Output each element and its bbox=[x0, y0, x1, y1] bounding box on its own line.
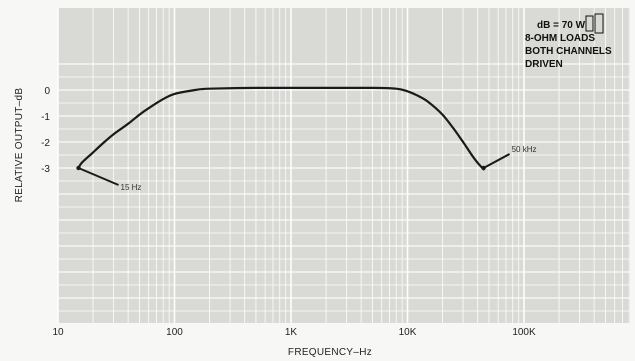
legend: dB = 70 W 8-OHM LOADS BOTH CHANNELS DRIVEN bbox=[525, 13, 612, 70]
annotation-leader bbox=[78, 167, 119, 186]
response-curve bbox=[77, 86, 485, 171]
y-tick-label: -1 bbox=[41, 112, 50, 123]
y-tick-label: -2 bbox=[41, 138, 50, 149]
response-curve-group bbox=[77, 86, 485, 171]
legend-line: 8-OHM LOADS bbox=[525, 33, 595, 44]
annotation-label: 50 kHz bbox=[512, 145, 537, 154]
grid bbox=[57, 8, 630, 323]
x-tick-label: 10K bbox=[399, 327, 417, 338]
legend-swatch bbox=[594, 13, 604, 34]
legend-swatch bbox=[585, 15, 594, 32]
annotations: 15 Hz 50 kHz bbox=[76, 145, 537, 192]
legend-line: BOTH CHANNELS bbox=[525, 46, 612, 57]
legend-line: dB = 70 W bbox=[537, 20, 586, 31]
x-tick-label: 1K bbox=[285, 327, 298, 338]
annotation-marker bbox=[76, 165, 81, 171]
plot-background bbox=[58, 8, 630, 323]
legend-line: DRIVEN bbox=[525, 59, 563, 70]
x-tick-label: 10 bbox=[52, 327, 64, 338]
x-tick-label: 100K bbox=[512, 327, 536, 338]
annotation-marker bbox=[481, 165, 486, 171]
y-axis-label: RELATIVE OUTPUT–dB bbox=[14, 88, 25, 203]
annotation-label: 15 Hz bbox=[121, 183, 142, 192]
y-tick-label: -3 bbox=[41, 164, 50, 175]
y-tick-label: 0 bbox=[44, 86, 50, 97]
x-axis-label: FREQUENCY–Hz bbox=[288, 347, 372, 358]
tick-labels: 10 100 1K 10K 100K 0 -1 -2 -3 bbox=[41, 86, 536, 338]
x-tick-label: 100 bbox=[166, 327, 183, 338]
annotation-leader bbox=[483, 153, 511, 169]
